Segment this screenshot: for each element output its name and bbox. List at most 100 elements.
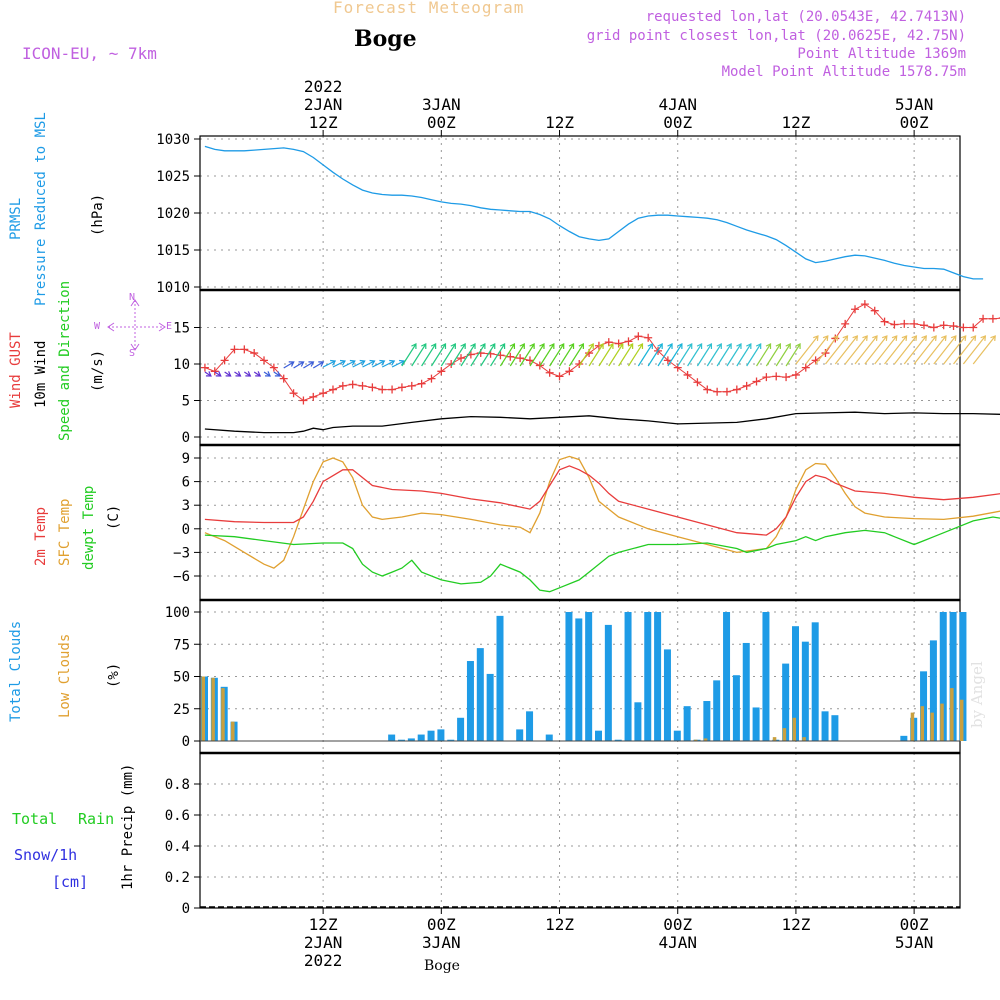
low-cloud-bar [940,703,944,741]
gust-marker [900,319,909,328]
total-cloud-bar [792,626,799,741]
wind-arrow [480,343,496,367]
total-cloud-bar [407,738,415,741]
y-tick-label: 1020 [156,206,190,222]
wind-arrow [736,343,752,367]
time-label-top: 12Z [781,113,810,132]
wind-arrow [943,335,967,365]
wind-arrow-head [399,359,406,366]
wind-speed-line [204,411,1000,434]
wind-arrow [411,343,427,367]
gust-marker [358,381,367,390]
compass-n: N [129,292,136,303]
total-cloud-bar [634,702,642,741]
wind-arrow-head [489,343,496,350]
wind-arrow-head [813,335,819,342]
wind-arrow-head [677,343,683,350]
gust-marker [260,356,269,365]
wind-arrow-head [379,359,386,366]
total-cloud-bar [762,612,770,741]
total-cloud-bar [427,730,435,741]
total-cloud-bar [604,624,612,741]
wind-arrow [568,343,584,367]
wind-arrow-head [696,343,703,350]
total-cloud-bar [476,648,484,741]
wind-arrow-head [785,343,791,350]
gust-marker [979,314,988,323]
wind-arrow-head [339,359,346,366]
gust-marker [772,372,781,381]
y-tick-label: 0.8 [165,777,190,793]
total-cloud-bar [437,729,445,741]
total-cloud-bar [723,612,731,741]
low-cloud-bar [703,738,708,741]
gust-marker [949,322,958,331]
time-label-top: 4JAN [658,95,697,114]
gust-marker [348,380,357,389]
wind-arrow [953,335,976,365]
wind-arrow-head [647,343,653,350]
wind-arrow-head [430,343,437,350]
gust-marker [417,379,426,388]
low-cloud-bar [211,677,215,741]
y-tick-label: 5 [182,394,190,410]
wind-arrow-head [205,371,212,377]
gust-marker [309,392,318,401]
total-cloud-bar [398,739,405,741]
wind-arrow-head [852,335,859,342]
time-label-top: 12Z [545,113,574,132]
gust-marker [299,396,308,405]
gust-marker [663,356,672,365]
time-label-top: 3JAN [422,95,461,114]
wind-arrow-head [872,335,878,342]
wind-arrow [962,335,986,365]
total-cloud-bar [447,739,455,741]
wind-arrow [224,371,231,377]
wind-arrow [312,361,324,369]
wind-arrow [529,343,545,367]
gust-marker [457,354,466,363]
gust-marker [841,319,850,328]
requested-coords: requested lon,lat (20.0543E, 42.7413N) [645,9,966,25]
wind-arrow-head [716,343,722,350]
wind-arrow [844,335,868,365]
total-cloud-bar [939,612,947,741]
total-cloud-bar [821,711,829,741]
gust-marker [703,385,712,394]
wind-arrow-head [736,343,742,350]
wind-arrow-head [288,361,295,367]
wind-arrow [775,343,791,367]
gust-marker [447,360,456,368]
gust-marker [713,387,722,396]
prmsl-line [204,145,984,280]
wind-arrow [726,343,742,367]
low-cloud-bar [772,737,777,741]
product-title: Forecast Meteogram [333,0,525,17]
wind-arrow [874,335,898,365]
wind-arrow-head [450,343,456,350]
wind-arrow-head [519,343,525,350]
total-cloud-bar [516,729,524,741]
wind-arrow [785,343,801,367]
gust-marker [742,381,751,390]
time-label-bottom: 12Z [309,915,338,934]
time-label-bottom: 3JAN [422,933,461,952]
y-tick-label: 6 [182,475,190,491]
wind-arrow-head [765,343,772,350]
wind-arrow-head [274,371,281,377]
time-label-bottom: 5JAN [895,933,934,952]
wind-arrow [430,343,446,367]
wind-arrow-head [265,371,271,377]
wind-arrow [342,360,356,368]
total-cloud-bar [388,734,396,741]
total-cloud-bar [417,734,425,741]
gust-marker [437,367,446,376]
gust-marker [230,345,239,354]
wind-arrow-head [568,343,575,350]
total-cloud-bar [752,707,760,741]
gust-marker [752,377,761,386]
wind-arrow [578,343,594,367]
gust-marker [397,383,406,392]
wind-arrow-head [235,371,242,377]
gust-marker [220,356,229,365]
